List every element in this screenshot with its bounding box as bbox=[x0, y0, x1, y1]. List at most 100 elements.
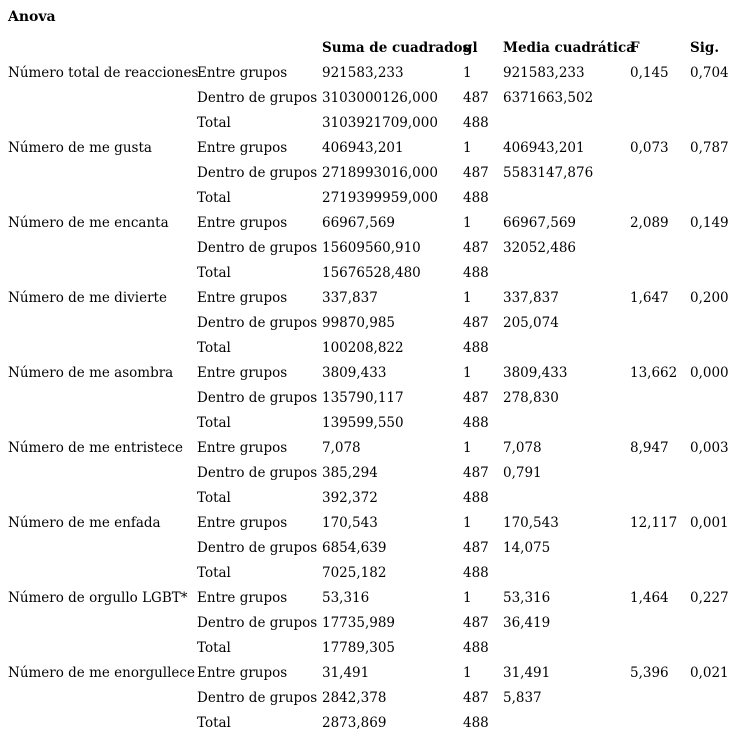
f-cell: 1,647 bbox=[630, 290, 669, 306]
table-row: Total 100208,822 488 bbox=[8, 336, 737, 361]
mean-square-cell: 6371663,502 bbox=[503, 90, 594, 106]
f-cell bbox=[630, 111, 690, 136]
df-cell: 1 bbox=[463, 290, 472, 306]
sig-cell bbox=[690, 486, 737, 511]
header-row: Suma de cuadrados gl Media cuadrática F … bbox=[8, 36, 737, 61]
f-cell bbox=[630, 186, 690, 211]
header-df: gl bbox=[463, 40, 478, 56]
df-cell: 1 bbox=[463, 140, 472, 156]
df-cell: 1 bbox=[463, 590, 472, 606]
variable-label bbox=[8, 386, 197, 411]
sig-cell bbox=[690, 686, 737, 711]
variable-label: Número de me encanta bbox=[8, 215, 169, 231]
sig-cell bbox=[690, 311, 737, 336]
source-label: Dentro de grupos bbox=[197, 315, 318, 331]
mean-square-cell bbox=[503, 261, 630, 286]
sig-cell bbox=[690, 111, 737, 136]
sum-of-squares-cell: 31,491 bbox=[322, 665, 370, 681]
df-cell: 1 bbox=[463, 665, 472, 681]
source-label: Total bbox=[197, 565, 231, 581]
table-row: Total 7025,182 488 bbox=[8, 561, 737, 586]
variable-label bbox=[8, 311, 197, 336]
mean-square-cell: 921583,233 bbox=[503, 65, 585, 81]
sum-of-squares-cell: 7025,182 bbox=[322, 565, 387, 581]
df-cell: 488 bbox=[463, 415, 489, 431]
mean-square-cell bbox=[503, 636, 630, 661]
sum-of-squares-cell: 53,316 bbox=[322, 590, 370, 606]
variable-label bbox=[8, 411, 197, 436]
variable-label: Número de me asombra bbox=[8, 365, 174, 381]
mean-square-cell: 66967,569 bbox=[503, 215, 577, 231]
sum-of-squares-cell: 392,372 bbox=[322, 490, 378, 506]
table-row: Total 139599,550 488 bbox=[8, 411, 737, 436]
sig-cell: 0,003 bbox=[690, 440, 729, 456]
table-row: Número de me enorgullece Entre grupos 31,4… bbox=[8, 661, 737, 686]
variable-label bbox=[8, 536, 197, 561]
source-label: Dentro de grupos bbox=[197, 615, 318, 631]
sig-cell: 0,227 bbox=[690, 590, 729, 606]
sum-of-squares-cell: 2842,378 bbox=[322, 690, 387, 706]
mean-square-cell: 205,074 bbox=[503, 315, 559, 331]
df-cell: 487 bbox=[463, 465, 489, 481]
df-cell: 488 bbox=[463, 265, 489, 281]
variable-label bbox=[8, 636, 197, 661]
source-label: Entre grupos bbox=[197, 440, 288, 456]
df-cell: 488 bbox=[463, 115, 489, 131]
variable-label: Número total de reacciones bbox=[8, 65, 199, 81]
header-sum-of-squares: Suma de cuadrados bbox=[322, 40, 471, 56]
df-cell: 1 bbox=[463, 365, 472, 381]
f-cell bbox=[630, 561, 690, 586]
sum-of-squares-cell: 17789,305 bbox=[322, 640, 396, 656]
df-cell: 488 bbox=[463, 715, 489, 731]
source-label: Dentro de grupos bbox=[197, 90, 318, 106]
f-cell bbox=[630, 311, 690, 336]
sig-cell bbox=[690, 161, 737, 186]
df-cell: 487 bbox=[463, 390, 489, 406]
df-cell: 487 bbox=[463, 240, 489, 256]
table-row: Número total de reacciones Entre grupos 92… bbox=[8, 61, 737, 86]
source-label: Dentro de grupos bbox=[197, 390, 318, 406]
sum-of-squares-cell: 3103000126,000 bbox=[322, 90, 438, 106]
mean-square-cell: 7,078 bbox=[503, 440, 542, 456]
source-label: Total bbox=[197, 190, 231, 206]
source-label: Entre grupos bbox=[197, 65, 288, 81]
variable-label: Número de me gusta bbox=[8, 140, 152, 156]
table-row: Número de me encanta Entre grupos 66967,56… bbox=[8, 211, 737, 236]
df-cell: 488 bbox=[463, 565, 489, 581]
mean-square-cell bbox=[503, 336, 630, 361]
f-cell bbox=[630, 686, 690, 711]
table-row: Total 392,372 488 bbox=[8, 486, 737, 511]
sig-cell: 0,787 bbox=[690, 140, 729, 156]
variable-label bbox=[8, 186, 197, 211]
f-cell: 0,145 bbox=[630, 65, 669, 81]
mean-square-cell: 53,316 bbox=[503, 590, 551, 606]
table-row: Total 3103921709,000 488 bbox=[8, 111, 737, 136]
table-row: Dentro de grupos 135790,117 487 278,830 bbox=[8, 386, 737, 411]
table-row: Dentro de grupos 15609560,910 487 32052,486 bbox=[8, 236, 737, 261]
variable-label: Número de orgullo LGBT* bbox=[8, 590, 188, 606]
mean-square-cell bbox=[503, 486, 630, 511]
sig-cell bbox=[690, 711, 737, 733]
table-row: Número de me divierte Entre grupos 337,837… bbox=[8, 286, 737, 311]
source-label: Dentro de grupos bbox=[197, 540, 318, 556]
table-row: Dentro de grupos 6854,639 487 14,075 bbox=[8, 536, 737, 561]
df-cell: 487 bbox=[463, 315, 489, 331]
variable-label bbox=[8, 111, 197, 136]
variable-label bbox=[8, 686, 197, 711]
table-row: Dentro de grupos 2842,378 487 5,837 bbox=[8, 686, 737, 711]
table-row: Total 17789,305 488 bbox=[8, 636, 737, 661]
sum-of-squares-cell: 3809,433 bbox=[322, 365, 387, 381]
source-label: Dentro de grupos bbox=[197, 690, 318, 706]
table-row: Dentro de grupos 99870,985 487 205,074 bbox=[8, 311, 737, 336]
header-spacer-source bbox=[197, 36, 322, 61]
variable-label bbox=[8, 161, 197, 186]
source-label: Total bbox=[197, 115, 231, 131]
df-cell: 1 bbox=[463, 440, 472, 456]
f-cell bbox=[630, 461, 690, 486]
mean-square-cell bbox=[503, 411, 630, 436]
sig-cell bbox=[690, 261, 737, 286]
source-label: Entre grupos bbox=[197, 515, 288, 531]
mean-square-cell: 14,075 bbox=[503, 540, 551, 556]
f-cell bbox=[630, 636, 690, 661]
sum-of-squares-cell: 2719399959,000 bbox=[322, 190, 438, 206]
